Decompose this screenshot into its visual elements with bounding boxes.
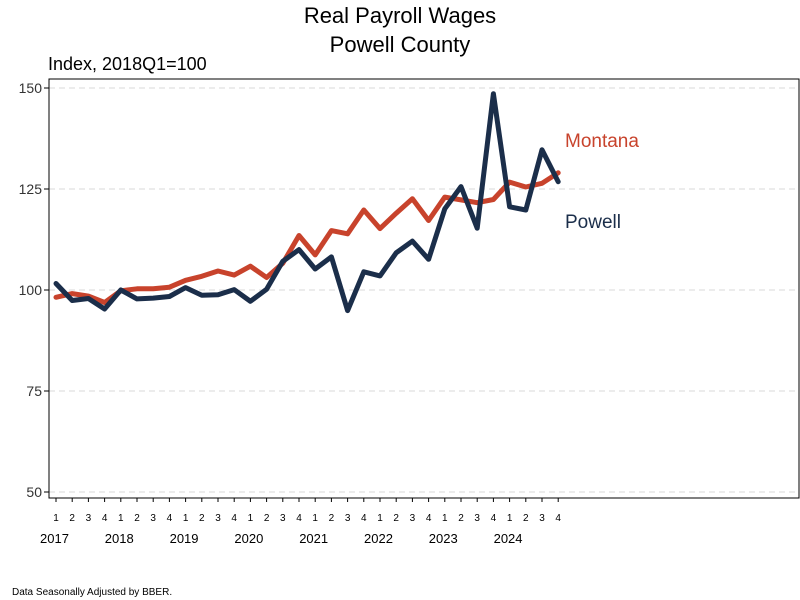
x-tick-quarter: 3	[86, 513, 92, 524]
y-tick-label: 150	[19, 80, 43, 96]
x-tick-year: 2022	[364, 531, 393, 546]
x-tick-quarter: 3	[215, 513, 221, 524]
x-tick-quarter: 4	[426, 513, 432, 524]
x-tick-quarter: 1	[442, 513, 448, 524]
x-tick-year: 2017	[40, 531, 69, 546]
x-tick-quarter: 2	[393, 513, 399, 524]
x-tick-quarter: 3	[345, 513, 351, 524]
series-line-montana	[53, 170, 561, 305]
y-tick-label: 50	[26, 484, 42, 500]
x-tick-quarter: 4	[361, 513, 367, 524]
plot-frame	[48, 78, 800, 499]
x-tick-year: 2020	[234, 531, 263, 546]
x-tick-year: 2018	[105, 531, 134, 546]
x-tick-quarter: 4	[231, 513, 237, 524]
x-tick-quarter: 2	[199, 513, 205, 524]
x-tick-quarter: 1	[53, 513, 59, 524]
x-tick-quarter: 1	[118, 513, 124, 524]
x-tick-quarter: 2	[458, 513, 464, 524]
x-tick-quarter: 1	[377, 513, 383, 524]
x-tick-quarter: 3	[150, 513, 156, 524]
x-tick-quarter: 4	[167, 513, 173, 524]
y-tick-label: 75	[26, 383, 42, 399]
x-tick-quarter: 1	[248, 513, 254, 524]
series-label-montana: Montana	[565, 131, 639, 152]
series-label-powell: Powell	[565, 212, 621, 233]
x-tick-quarter: 3	[539, 513, 545, 524]
x-tick-quarter: 4	[491, 513, 497, 524]
x-tick-quarter: 2	[329, 513, 335, 524]
series-line-powell	[53, 91, 561, 314]
x-tick-quarter: 2	[69, 513, 75, 524]
footnote: Data Seasonally Adjusted by BBER.	[12, 587, 172, 598]
x-tick-quarter: 4	[296, 513, 302, 524]
x-tick-year: 2019	[170, 531, 199, 546]
chart-title-line-2: Powell County	[330, 32, 471, 57]
x-tick-quarter: 2	[134, 513, 140, 524]
y-axis-label: Index, 2018Q1=100	[48, 54, 207, 74]
x-tick-quarter: 1	[312, 513, 318, 524]
y-tick-label: 100	[19, 282, 43, 298]
x-tick-quarter: 3	[280, 513, 286, 524]
x-tick-quarter: 3	[410, 513, 416, 524]
y-axis: 50 75 100 125 150	[19, 80, 49, 500]
x-tick-year: 2021	[299, 531, 328, 546]
gridlines	[49, 87, 799, 493]
x-tick-quarter: 3	[474, 513, 480, 524]
x-tick-quarter: 4	[555, 513, 561, 524]
x-tick-quarter: 1	[183, 513, 189, 524]
x-tick-year: 2024	[494, 531, 523, 546]
x-tick-year: 2023	[429, 531, 458, 546]
x-tick-quarter: 1	[507, 513, 513, 524]
y-tick-label: 125	[19, 181, 43, 197]
x-tick-quarter: 4	[102, 513, 108, 524]
series-lines	[53, 91, 561, 314]
x-tick-quarter: 2	[523, 513, 529, 524]
chart-title-line-1: Real Payroll Wages	[304, 3, 496, 28]
x-tick-quarter: 2	[264, 513, 270, 524]
